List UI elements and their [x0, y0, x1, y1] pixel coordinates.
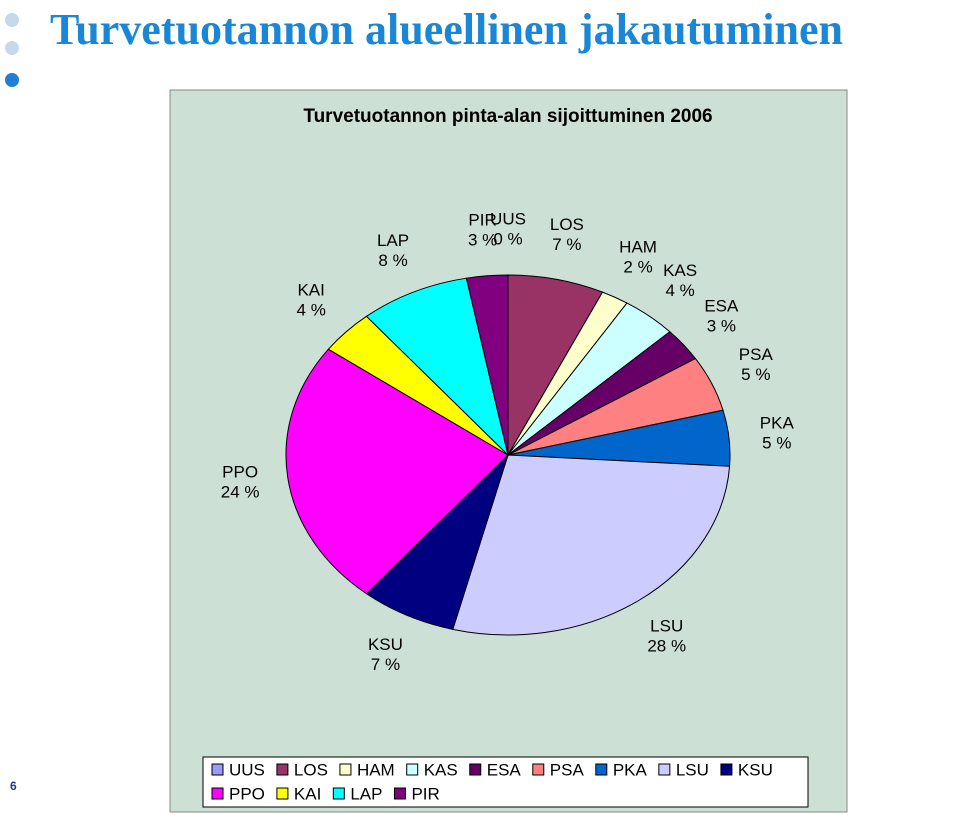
legend-items: UUS LOS HAM KAS ESA PSA PKA LSU KSU PPO KAI LAP PIR	[211, 760, 773, 803]
legend-swatch	[720, 763, 733, 776]
bullet-decoration	[5, 13, 19, 27]
legend-label: LOS	[294, 760, 328, 779]
slice-value-label: 4 %	[665, 281, 694, 300]
legend-label: PKA	[613, 760, 648, 779]
legend-label: PPO	[229, 784, 265, 803]
legend	[202, 756, 809, 808]
legend-label: KSU	[738, 760, 773, 779]
slice-category-label: LOS	[550, 215, 584, 234]
pie-slice	[465, 274, 509, 456]
slice-category-label: KAS	[663, 261, 697, 280]
slice-category-label: PPO	[222, 463, 258, 482]
slice-category-label: KAI	[297, 280, 324, 299]
legend-swatch	[393, 787, 406, 800]
pie-slice	[285, 348, 509, 595]
legend-swatch	[595, 763, 608, 776]
legend-label: HAM	[357, 760, 395, 779]
legend-swatch	[332, 787, 345, 800]
slice-category-label: UUS	[490, 209, 526, 228]
legend-label: ESA	[487, 760, 522, 779]
legend-swatch	[532, 763, 545, 776]
slice-value-label: 24 %	[221, 483, 260, 502]
slice-value-label: 3 %	[707, 317, 736, 336]
pie-slice	[365, 277, 509, 457]
legend-swatch	[469, 763, 482, 776]
slice-value-label: 5 %	[741, 365, 770, 384]
legend-label: PIR	[411, 784, 439, 803]
bullet-decoration	[5, 73, 19, 87]
legend-label: PSA	[550, 760, 585, 779]
legend-label: LSU	[676, 760, 709, 779]
slide-title: Turvetuotannon alueellinen jakautuminen	[50, 5, 843, 54]
slice-value-label: 5 %	[762, 433, 791, 452]
legend-swatch	[211, 787, 224, 800]
slice-category-label: PSA	[739, 345, 774, 364]
slice-category-label: HAM	[619, 237, 657, 256]
page-number: 6	[10, 779, 17, 793]
legend-swatch	[406, 763, 419, 776]
slice-category-label: PKA	[760, 413, 795, 432]
slice-value-label: 7 %	[371, 655, 400, 674]
legend-label: KAI	[294, 784, 321, 803]
slice-value-label: 7 %	[552, 235, 581, 254]
chart-title: Turvetuotannon pinta-alan sijoittuminen …	[303, 106, 712, 127]
slice-category-label: LAP	[377, 231, 409, 250]
slice-value-label: 3 %	[468, 230, 497, 249]
slice-value-label: 8 %	[378, 251, 407, 270]
legend-label: KAS	[424, 760, 458, 779]
slice-category-label: LSU	[650, 617, 683, 636]
legend-swatch	[276, 763, 289, 776]
slice-value-label: 2 %	[623, 257, 652, 276]
pie-slice	[452, 454, 731, 636]
slice-value-label: 28 %	[647, 637, 686, 656]
legend-label: LAP	[350, 784, 382, 803]
legend-swatch	[339, 763, 352, 776]
slice-category-label: ESA	[704, 297, 739, 316]
slice-value-label: 4 %	[297, 300, 326, 319]
legend-swatch	[211, 763, 224, 776]
slice-category-label: PIR	[468, 210, 496, 229]
slice-value-label: 0 %	[493, 229, 522, 248]
bullet-decoration	[5, 41, 19, 55]
legend-label: UUS	[229, 760, 265, 779]
slice-category-label: KSU	[368, 635, 403, 654]
legend-swatch	[276, 787, 289, 800]
legend-swatch	[658, 763, 671, 776]
